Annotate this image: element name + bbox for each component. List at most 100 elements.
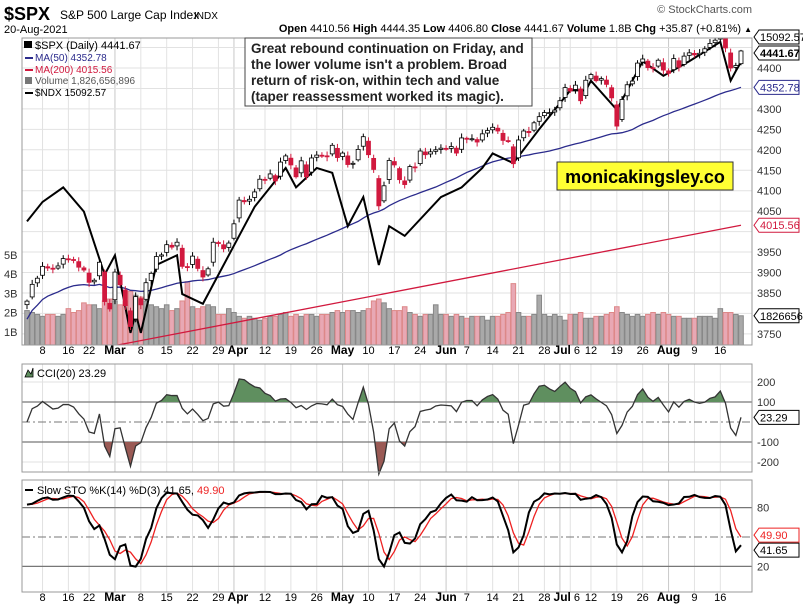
volume-bar xyxy=(376,298,382,345)
volume-bar xyxy=(288,315,294,345)
volume-bar xyxy=(707,315,713,345)
candle xyxy=(107,302,113,310)
candle xyxy=(29,283,35,298)
sto-k-tag: 41.65 xyxy=(753,542,800,558)
candle xyxy=(128,310,133,327)
price-tick-label: 4050 xyxy=(757,206,781,218)
legend-volume: Volume 1,826,656,896 xyxy=(35,76,136,87)
value-tags: 15092.57 4441.67 4352.78 4015.56 1826656 23.2… xyxy=(753,29,803,558)
volume-bar xyxy=(551,313,558,345)
x-tick-label: 8 xyxy=(138,592,144,604)
candle xyxy=(179,247,185,267)
x-tick-label: 16 xyxy=(62,592,74,604)
candle xyxy=(469,138,475,141)
x-tick-label: 21 xyxy=(512,345,524,357)
sto-k-line xyxy=(26,490,742,569)
price-tick-label: 3900 xyxy=(757,268,781,280)
volume-bar xyxy=(303,313,310,345)
candle xyxy=(71,259,76,261)
candle xyxy=(588,74,594,80)
annotation-box xyxy=(244,37,533,107)
volume-bar xyxy=(298,315,305,345)
candle xyxy=(738,50,744,65)
cci-tag-text: 23.29 xyxy=(760,412,788,424)
volume-bar xyxy=(106,298,113,345)
chg-label: Chg xyxy=(635,23,656,35)
high-value: 4444.35 xyxy=(380,23,420,35)
candle-legend-icon xyxy=(24,41,32,48)
volume-bar xyxy=(91,304,98,345)
sto-k-tag-text: 41.65 xyxy=(760,545,788,557)
x-tick-label: 29 xyxy=(212,592,224,604)
cci-line xyxy=(26,378,742,477)
volume-bar xyxy=(391,310,398,345)
candle xyxy=(148,272,154,281)
annotation-line: (taper reassessment worked its magic). xyxy=(251,89,504,104)
x-tick-label: Mar xyxy=(104,590,126,604)
x-tick-label: Jul xyxy=(554,590,571,604)
candle xyxy=(417,150,423,165)
candle xyxy=(454,147,459,154)
close-value: 4441.67 xyxy=(524,23,564,35)
sto-d-line xyxy=(26,491,742,565)
sto-title-d: 49.90 xyxy=(197,485,225,497)
x-tick-label: 12 xyxy=(585,592,597,604)
candle xyxy=(252,191,258,198)
candle xyxy=(314,154,320,158)
x-tick-label: 26 xyxy=(311,592,323,604)
candle xyxy=(340,152,346,157)
candle xyxy=(490,126,496,131)
ma200-tag-text: 4015.56 xyxy=(760,220,800,232)
x-tick-label: 29 xyxy=(212,345,224,357)
volume-bar xyxy=(448,315,455,345)
ma50-tag-text: 4352.78 xyxy=(760,82,800,94)
x-tick-label: 24 xyxy=(414,592,426,604)
candle xyxy=(697,52,703,55)
candle xyxy=(552,109,558,113)
candle xyxy=(531,122,537,131)
candle xyxy=(624,84,630,97)
brand-text: monicakingsley.co xyxy=(565,167,725,187)
volume-bar xyxy=(370,300,377,345)
candle xyxy=(671,58,677,71)
x-tick-label: 14 xyxy=(487,592,499,604)
volume-bar xyxy=(184,281,191,345)
symbol: $SPX xyxy=(4,4,50,24)
volume-bar xyxy=(319,313,325,345)
volume-bar xyxy=(536,294,543,345)
cci-tick-label: -200 xyxy=(757,457,779,469)
candle xyxy=(122,289,128,307)
candle xyxy=(76,261,82,268)
volume-bar xyxy=(153,306,160,345)
sto-panel-frame xyxy=(21,479,753,593)
x-tick-label: 28 xyxy=(538,345,550,357)
volume-bar xyxy=(189,306,196,345)
low-label: Low xyxy=(423,23,445,35)
x-tick-label: May xyxy=(331,343,355,357)
x-tick-label: 17 xyxy=(388,592,400,604)
volume-bar xyxy=(727,312,734,345)
volume-bar xyxy=(520,315,527,345)
x-tick-label: 12 xyxy=(259,345,271,357)
candle xyxy=(448,146,454,149)
volume-bar xyxy=(293,313,299,345)
candle xyxy=(464,137,470,140)
volume-bar xyxy=(334,310,341,345)
candle xyxy=(562,87,568,98)
volume-bar xyxy=(148,304,154,345)
candle xyxy=(143,282,149,300)
candle xyxy=(407,166,413,181)
volume-bar xyxy=(324,313,330,345)
candle xyxy=(650,67,656,70)
candle xyxy=(236,199,242,219)
volume-tick-label: 1B xyxy=(4,327,17,339)
ma200-line xyxy=(114,224,742,345)
volume-bar xyxy=(50,313,56,345)
volume-bar xyxy=(531,313,537,345)
x-tick-label: 26 xyxy=(311,345,323,357)
candle xyxy=(655,59,661,67)
candle xyxy=(241,200,247,203)
x-tick-label: 6 xyxy=(574,592,580,604)
volume-bar xyxy=(650,312,656,345)
volume-bar xyxy=(593,315,599,345)
